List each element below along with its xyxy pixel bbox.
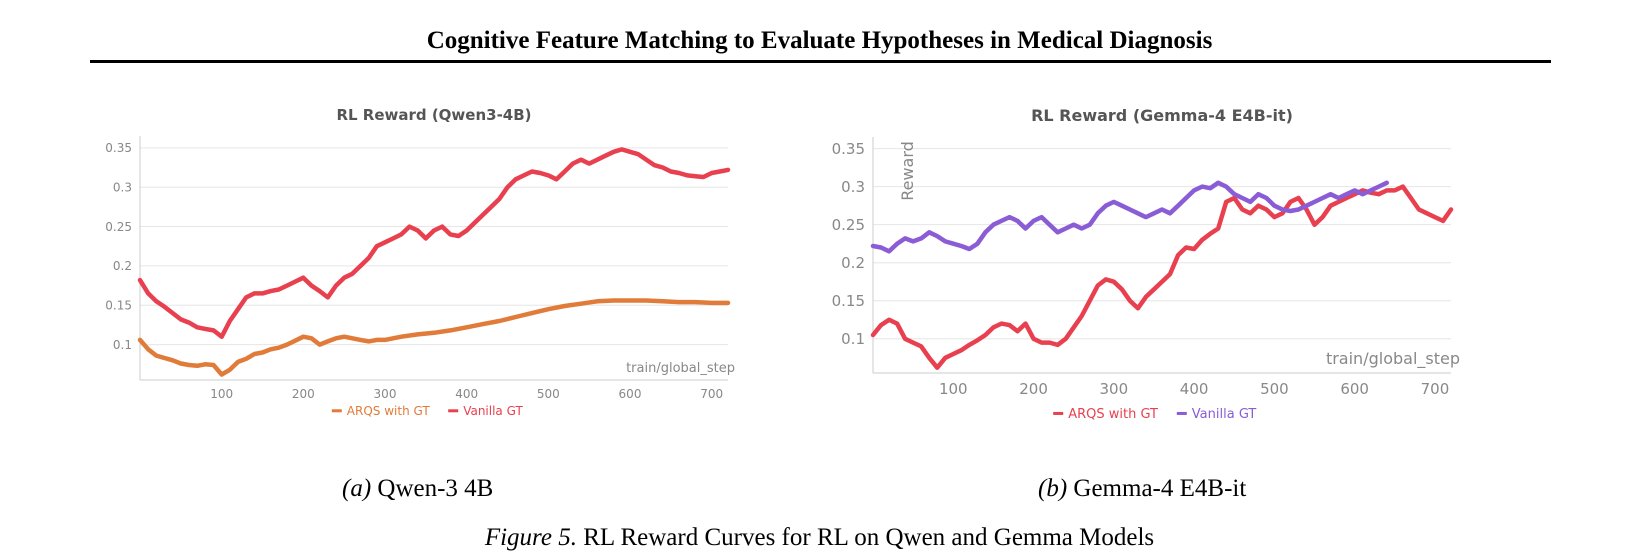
gemma-legend-label-vanilla-gt: Vanilla GT: [1192, 407, 1257, 422]
gemma-x-tick-label: 700: [1421, 380, 1450, 398]
gemma-series-line-vanilla-gt: [870, 180, 1390, 254]
gemma-chart-title: RL Reward (Gemma-4 E4B-it): [1031, 106, 1293, 125]
gemma-x-axis-label: train/global_step: [1326, 349, 1460, 369]
subcaption-b-label: Gemma-4 E4B-it: [1073, 475, 1247, 502]
qwen-y-tick-label: 0.1: [113, 338, 132, 352]
qwen-x-tick-label: 400: [455, 387, 478, 401]
header-rule: [90, 60, 1551, 63]
chart-qwen: RL Reward (Qwen3-4B) 0.1 0.15 0.2 0.25 0.3 0.3…: [105, 106, 735, 418]
qwen-series-line-arqs-with-gt: [137, 298, 731, 377]
gemma-y-tick-label: 0.3: [841, 178, 865, 196]
figure-caption-tag: Figure 5.: [484, 524, 577, 551]
subcaption-a: (a) Qwen-3 4B: [342, 475, 493, 503]
gemma-x-tick-label: 500: [1260, 380, 1289, 398]
gemma-x-tick-label: 600: [1340, 380, 1369, 398]
qwen-legend-label-arqs-with-gt: ARQS with GT: [347, 404, 431, 418]
qwen-x-tick-label: 300: [374, 387, 397, 401]
qwen-x-tick-label: 600: [619, 387, 642, 401]
qwen-series-line-vanilla-gt: [137, 147, 731, 339]
gemma-x-tick-label: 300: [1100, 380, 1129, 398]
gemma-y-axis-label: Reward: [898, 141, 917, 201]
subcaption-a-label: Qwen-3 4B: [377, 475, 494, 502]
paper-header-title: Cognitive Feature Matching to Evaluate H…: [426, 27, 1213, 54]
qwen-y-tick-label: 0.3: [113, 180, 132, 194]
qwen-y-tick-label: 0.25: [105, 220, 132, 234]
qwen-x-tick-label: 100: [210, 387, 233, 401]
qwen-legend-label-vanilla-gt: Vanilla GT: [463, 404, 523, 418]
gemma-x-tick-label: 400: [1180, 380, 1209, 398]
gemma-series-line-arqs-with-gt: [870, 184, 1454, 370]
gemma-y-tick-label: 0.25: [832, 216, 865, 234]
gemma-y-tick-label: 0.2: [841, 254, 865, 272]
gemma-y-tick-label: 0.15: [832, 292, 865, 310]
qwen-y-tick-label: 0.2: [113, 259, 132, 273]
qwen-x-tick-label: 200: [292, 387, 315, 401]
gemma-y-tick-label: 0.35: [832, 140, 865, 158]
gemma-legend-label-arqs-with-gt: ARQS with GT: [1068, 407, 1158, 422]
qwen-chart-title: RL Reward (Qwen3-4B): [336, 106, 531, 124]
gemma-x-tick-label: 100: [939, 380, 968, 398]
gemma-y-tick-label: 0.1: [841, 330, 865, 348]
figure-caption-text: RL Reward Curves for RL on Qwen and Gemm…: [583, 524, 1155, 551]
gemma-x-tick-label: 200: [1019, 380, 1048, 398]
subcaption-b-tag: (b): [1038, 475, 1068, 502]
figure-caption: Figure 5. RL Reward Curves for RL on Qwe…: [0, 524, 1639, 552]
subcaption-a-tag: (a): [342, 475, 372, 502]
qwen-x-tick-label: 700: [700, 387, 723, 401]
qwen-x-axis-label: train/global_step: [626, 361, 735, 376]
chart-gemma: RL Reward (Gemma-4 E4B-it) 0.1 0.15 0.2 0.25…: [832, 106, 1460, 422]
qwen-y-tick-label: 0.15: [105, 298, 132, 312]
subcaption-b: (b) Gemma-4 E4B-it: [1038, 475, 1246, 503]
qwen-y-tick-label: 0.35: [105, 141, 132, 155]
qwen-x-tick-label: 500: [537, 387, 560, 401]
